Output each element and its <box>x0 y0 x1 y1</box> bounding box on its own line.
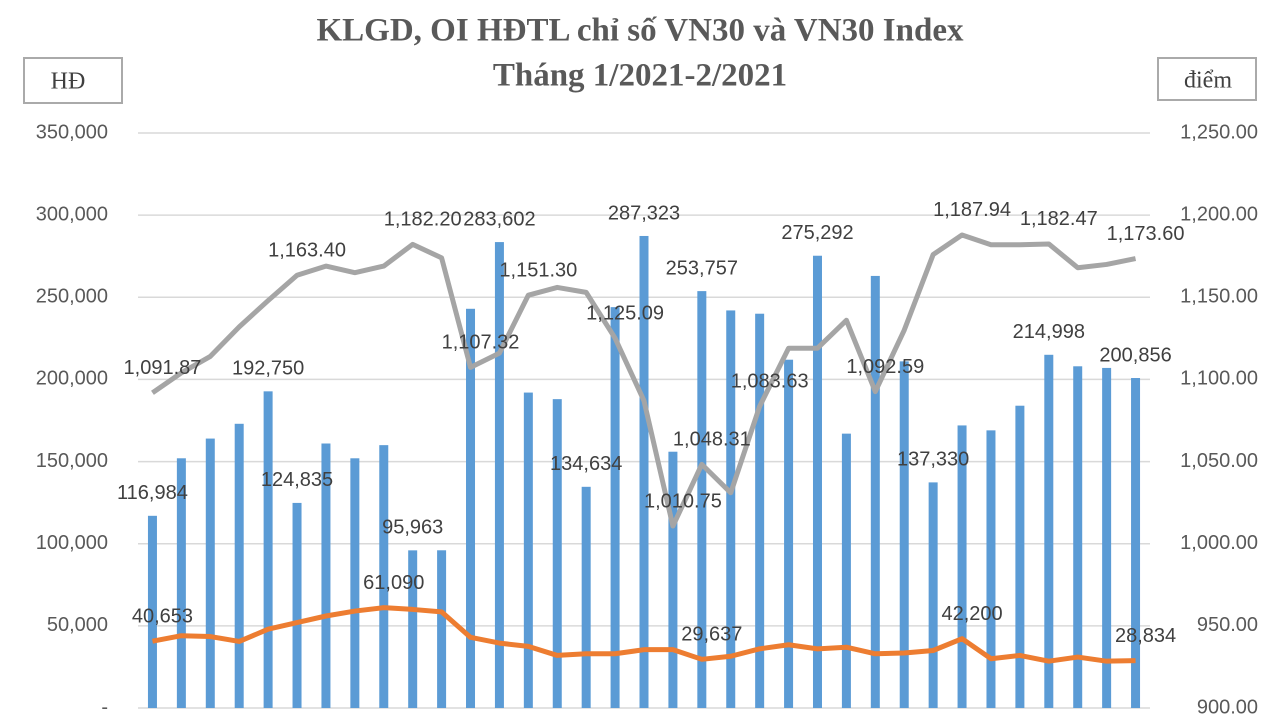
bar <box>1015 405 1025 708</box>
y2-tick-label: 1,000.00 <box>1180 532 1258 554</box>
y-tick-label: 150,000 <box>36 450 108 472</box>
data-label: 1,151.30 <box>499 259 577 281</box>
data-label: 137,330 <box>897 449 969 471</box>
bar <box>292 502 302 708</box>
bar <box>1102 367 1112 708</box>
data-label: 1,010.75 <box>644 490 722 512</box>
data-label: 116,984 <box>117 482 188 504</box>
y-tick-label: 350,000 <box>36 121 108 143</box>
y2-axis-label: điểm <box>1184 68 1232 94</box>
y-tick-label: - <box>101 696 108 718</box>
bar <box>379 445 389 708</box>
data-label: 29,637 <box>681 624 742 646</box>
data-label: 124,835 <box>261 469 333 491</box>
chart-title: KLGD, OI HĐTL chỉ số VN30 và VN30 Index <box>317 13 964 49</box>
data-label: 200,856 <box>1099 344 1171 366</box>
y-tick-label: 50,000 <box>47 614 108 636</box>
y-tick-label: 100,000 <box>36 532 108 554</box>
bar <box>321 443 331 708</box>
data-label: 1,092.59 <box>846 356 924 378</box>
y-tick-label: 300,000 <box>36 203 108 225</box>
bar <box>408 550 418 708</box>
bar <box>986 430 996 708</box>
data-label: 1,163.40 <box>268 240 346 262</box>
data-label: 28,834 <box>1115 625 1176 647</box>
line <box>151 232 1137 529</box>
data-label: 95,963 <box>382 517 443 539</box>
y2-tick-label: 1,100.00 <box>1180 368 1258 390</box>
bar <box>841 433 851 708</box>
bar <box>899 361 909 708</box>
data-label: 214,998 <box>1013 321 1085 343</box>
bar <box>466 308 476 708</box>
data-label: 61,090 <box>363 572 424 594</box>
data-label: 1,048.31 <box>673 429 751 451</box>
bar <box>1073 366 1083 708</box>
data-label: 1,091.87 <box>124 357 202 379</box>
bar <box>755 313 765 708</box>
y-tick-label: 250,000 <box>36 286 108 308</box>
bar <box>1131 378 1141 708</box>
y2-tick-label: 950.00 <box>1197 614 1258 636</box>
y2-tick-label: 1,050.00 <box>1180 450 1258 472</box>
bar <box>610 307 620 708</box>
y2-tick-label: 1,150.00 <box>1180 286 1258 308</box>
data-label: 287,323 <box>608 202 680 224</box>
y-axis-label: HĐ <box>51 69 86 95</box>
data-label: 275,292 <box>781 222 853 244</box>
bar <box>668 451 678 708</box>
bar <box>697 291 707 708</box>
bar <box>812 255 822 709</box>
bar <box>581 486 591 708</box>
data-label: 1,173.60 <box>1107 223 1185 245</box>
bar <box>1044 354 1054 708</box>
bar <box>784 359 794 708</box>
chart-subtitle: Tháng 1/2021-2/2021 <box>493 58 787 94</box>
data-label: 1,125.09 <box>586 302 664 324</box>
line <box>151 605 1136 664</box>
y2-tick-label: 900.00 <box>1197 696 1258 718</box>
data-label: 1,182.20 <box>384 209 462 231</box>
data-label: 40,653 <box>132 605 193 627</box>
bar <box>176 458 186 708</box>
data-label: 1,182.47 <box>1020 208 1098 230</box>
bar <box>234 423 244 708</box>
bar <box>437 550 447 708</box>
y2-label-box <box>1157 57 1257 101</box>
bar <box>523 392 533 708</box>
data-label: 192,750 <box>232 358 304 380</box>
y2-tick-label: 1,250.00 <box>1180 121 1258 143</box>
data-label: 1,187.94 <box>933 199 1011 221</box>
bar <box>263 391 273 708</box>
data-label: 253,757 <box>666 257 738 279</box>
bar <box>350 458 360 708</box>
data-label: 1,107.32 <box>442 332 520 354</box>
bar <box>494 242 504 708</box>
bar <box>205 438 215 708</box>
data-label: 42,200 <box>941 603 1002 625</box>
data-label: 134,634 <box>550 453 622 475</box>
bar <box>726 310 736 708</box>
bar <box>552 399 562 708</box>
y-label-box <box>23 57 123 104</box>
bar <box>870 275 880 708</box>
y2-tick-label: 1,200.00 <box>1180 203 1258 225</box>
data-label: 1,083.63 <box>731 371 809 393</box>
y-tick-label: 200,000 <box>36 368 108 390</box>
bar <box>147 515 157 708</box>
bar <box>639 235 649 708</box>
bar <box>957 425 967 708</box>
data-label: 283,602 <box>463 208 535 230</box>
bar <box>928 482 938 708</box>
